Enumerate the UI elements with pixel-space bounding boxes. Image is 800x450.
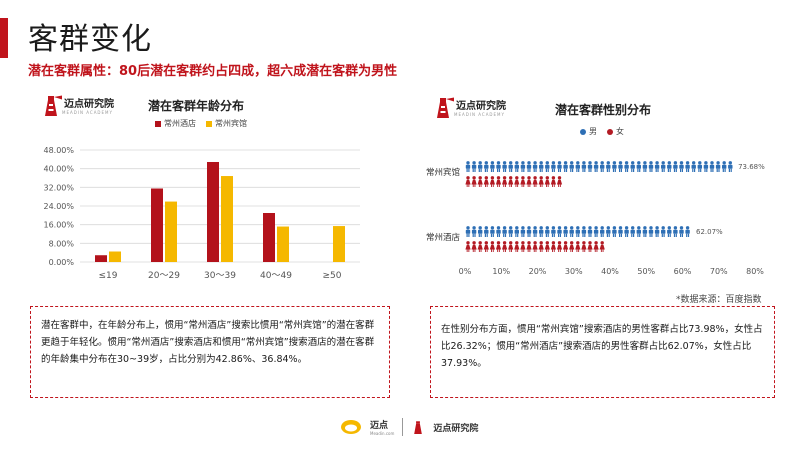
y-category-label: 常州宾馆 [426, 167, 460, 178]
x-tick-label: 10% [492, 267, 510, 276]
age-analysis-text: 潜在客群中，在年龄分布上，惯用“常州酒店”搜索比惯用“常州宾馆”的潜在客群更趋于… [30, 306, 390, 398]
gender-chart-title: 潜在客群性别分布 [555, 103, 652, 117]
y-tick-label: 48.00% [43, 146, 74, 155]
legend-item-male: 男 [580, 126, 597, 137]
bar-series-1 [207, 161, 219, 262]
data-label: 62.07% [696, 228, 723, 236]
age-distribution-chart: 0.00% 8.00% 16.00% 24.00% 32.00% 40.00% 48.00%… [43, 146, 360, 281]
legend-swatch-series-1 [155, 120, 161, 127]
lighthouse-icon [414, 421, 423, 434]
footer-brand-name: 迈点 [370, 421, 389, 431]
age-chart-title: 潜在客群年龄分布 [148, 99, 245, 113]
y-tick-label: 16.00% [43, 221, 74, 230]
gender-chart-legend: 男 女 [580, 126, 624, 137]
x-tick-label: 30～39 [204, 271, 236, 281]
pictogram-bar-female [465, 241, 605, 252]
data-label: 73.68% [738, 163, 765, 171]
meadin-logo-icon [341, 420, 361, 434]
lab-name: 迈点研究院 [456, 101, 506, 112]
lab-name: 迈点研究院 [64, 99, 114, 110]
footer-brand: 迈点 Meadin.com 迈点研究院 [340, 418, 478, 436]
legend-swatch-male [580, 128, 586, 135]
legend-swatch-female [607, 128, 613, 135]
x-tick-label: 30% [565, 267, 583, 276]
bar-series-1 [151, 188, 163, 262]
pictogram-bar-female [465, 176, 563, 187]
lighthouse-icon [437, 97, 454, 118]
y-tick-label: 32.00% [43, 183, 74, 192]
legend-swatch-series-2 [206, 120, 212, 127]
bar-series-2 [165, 201, 177, 262]
y-tick-label: 24.00% [43, 202, 74, 211]
x-tick-label: 70% [710, 267, 728, 276]
gender-analysis-text: 在性别分布方面，惯用“常州宾馆”搜索酒店的男性客群占比73.98%，女性占比26… [430, 306, 775, 398]
legend-label-female: 女 [616, 127, 624, 136]
bar-series-2 [277, 226, 289, 262]
pictogram-bar-male [465, 161, 733, 172]
x-tick-label: ≥50 [323, 271, 342, 281]
page-title: 客群变化 [28, 22, 152, 57]
legend-label-male: 男 [589, 127, 597, 136]
footer-divider [402, 418, 404, 436]
x-tick-label: 40% [601, 267, 619, 276]
lab-name-en: MEADIN ACADEMY [454, 112, 505, 117]
bar-series-1 [95, 255, 107, 262]
legend-item-series-1: 常州酒店 [155, 118, 196, 129]
bar-series-2 [221, 176, 233, 262]
bar-series-1 [263, 213, 275, 262]
x-tick-label: 20～29 [148, 271, 180, 281]
x-tick-label: 80% [746, 267, 764, 276]
lab-logo-left: 迈点研究院 MEADIN ACADEMY [40, 94, 114, 116]
page-subtitle: 潜在客群属性：80后潜在客群约占四成，超六成潜在客群为男性 [28, 64, 398, 79]
bar-series-2 [109, 251, 121, 262]
lab-logo-right: 迈点研究院 MEADIN ACADEMY [432, 96, 506, 118]
x-tick-label: 0% [459, 267, 472, 276]
title-accent-bar [0, 18, 8, 58]
legend-item-female: 女 [607, 126, 624, 137]
x-tick-label: ≤19 [99, 271, 118, 281]
age-chart-legend: 常州酒店 常州宾馆 [155, 118, 247, 129]
source-note: *数据来源：百度指数 [676, 295, 762, 305]
y-tick-label: 40.00% [43, 165, 74, 174]
lighthouse-icon [45, 95, 62, 116]
legend-item-series-2: 常州宾馆 [206, 118, 247, 129]
legend-label-series-1: 常州酒店 [164, 119, 196, 128]
x-tick-label: 60% [674, 267, 692, 276]
y-tick-label: 0.00% [49, 258, 75, 267]
x-tick-label: 50% [637, 267, 655, 276]
lab-name-en: MEADIN ACADEMY [62, 110, 113, 115]
legend-label-series-2: 常州宾馆 [215, 119, 247, 128]
y-tick-label: 8.00% [49, 239, 75, 248]
y-category-label: 常州酒店 [426, 232, 461, 243]
bar-series-2 [333, 226, 345, 262]
pictogram-bar-male [465, 226, 690, 237]
footer-url: Meadin.com [370, 431, 395, 436]
gender-distribution-chart: 0% 10% 20% 30% 40% 50% 60% 70% 80% 常州宾馆 73.68% 常州酒店… [426, 161, 765, 276]
footer-lab-name: 迈点研究院 [433, 423, 479, 434]
x-tick-label: 20% [529, 267, 547, 276]
x-tick-label: 40～49 [260, 271, 292, 281]
